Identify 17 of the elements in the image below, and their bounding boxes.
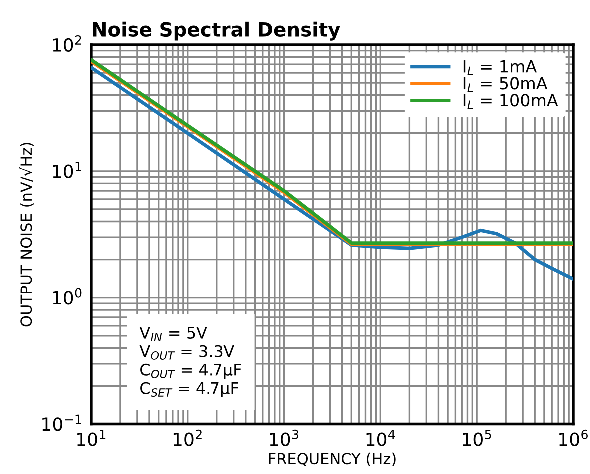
x-tick-label: 10$^{3}$ [270,430,299,446]
chart-title: Noise Spectral Density [93,22,340,41]
x-axis-title: FREQUENCY (Hz) [269,452,396,466]
y-tick-label: 10$^{−1}$ [42,414,82,432]
y-tick-label: 10$^{1}$ [53,162,82,178]
y-tick-label: 10$^{0}$ [53,288,82,305]
legend-label: I$_{L}$ = 1mA [464,60,538,76]
x-tick-label: 10$^{2}$ [174,430,202,446]
y-axis-title: OUTPUT NOISE (nV/√Hz) [20,143,34,327]
x-tick-label: 10$^{4}$ [366,430,396,446]
text: V$_{IN}$ = 5V V$_{OUT}$ = 3.3V C$_{OUT}$ = 4.7μF C$_{SET}$ = 4.7μF [140,327,242,398]
y-tick-label: 10$^{2}$ [53,35,82,52]
x-tick-label: 10$^{6}$ [560,430,588,446]
x-tick-label: 10$^{5}$ [463,430,492,446]
legend-label: I$_{L}$ = 100mA [464,94,558,110]
x-tick-label: 10$^{1}$ [78,430,106,446]
legend-label: I$_{L}$ = 50mA [464,77,548,92]
